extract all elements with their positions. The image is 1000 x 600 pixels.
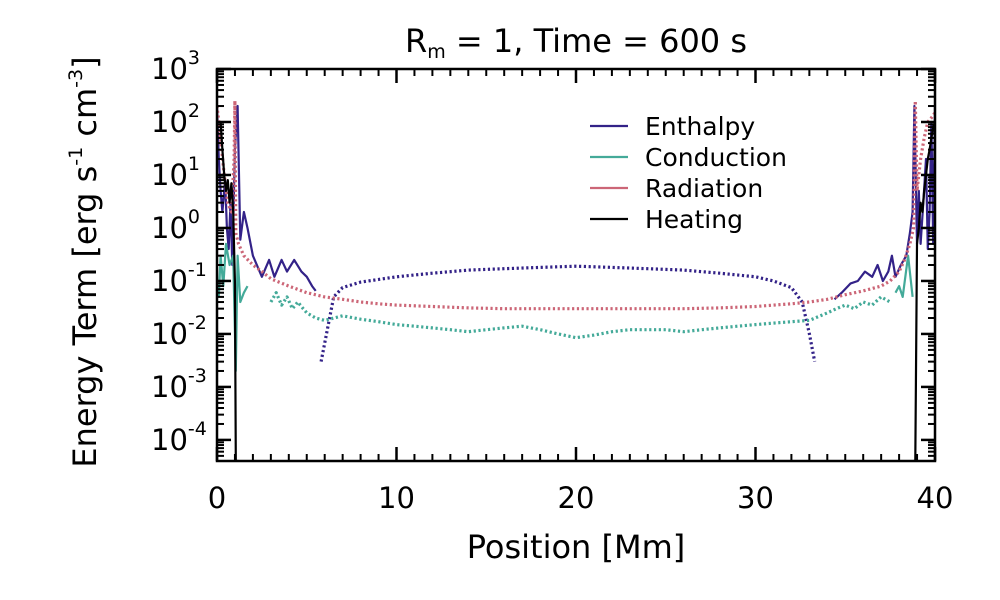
y-axis-title-prefix: Energy Term [erg s xyxy=(66,166,104,468)
enthalpy-legend-label: Enthalpy xyxy=(645,112,755,141)
y-tick-base: 10 xyxy=(151,423,188,457)
series-layer xyxy=(217,99,935,461)
y-tick-base: 10 xyxy=(151,317,188,351)
heating-series-line-2 xyxy=(913,121,935,461)
radiation-series-line-1 xyxy=(217,99,935,311)
y-tick-label: 100 xyxy=(151,206,200,245)
conduction-series-line-3 xyxy=(894,254,914,298)
y-tick-base: 10 xyxy=(151,264,188,298)
x-axis-title: Position [Mm] xyxy=(467,528,686,566)
y-tick-exponent: -2 xyxy=(188,312,207,334)
conduction-legend-label: Conduction xyxy=(645,143,787,172)
radiation-legend-label: Radiation xyxy=(645,174,763,203)
x-tick-label: 20 xyxy=(558,481,595,515)
title-subscript: m xyxy=(427,41,446,63)
y-tick-label: 103 xyxy=(151,47,200,86)
y-axis-title: Energy Term [erg s-1 cm-3] xyxy=(65,56,104,467)
y-tick-exponent: -4 xyxy=(188,418,207,440)
chart-title: Rm = 1, Time = 600 s xyxy=(405,22,747,63)
y-tick-base: 10 xyxy=(151,211,188,245)
y-axis-title-exp2: -3 xyxy=(65,69,87,88)
y-tick-exponent: 1 xyxy=(188,153,200,175)
y-tick-base: 10 xyxy=(151,370,188,404)
enthalpy-series-line-3 xyxy=(833,104,935,301)
y-axis-title-suffix: ] xyxy=(66,56,104,68)
y-tick-label: 10-1 xyxy=(151,259,207,298)
x-tick-label: 0 xyxy=(208,481,226,515)
y-tick-base: 10 xyxy=(151,105,188,139)
y-tick-label: 10-3 xyxy=(151,365,207,404)
y-tick-label: 10-2 xyxy=(151,312,207,351)
y-tick-label: 10-4 xyxy=(151,418,207,457)
y-tick-base: 10 xyxy=(151,158,188,192)
conduction-series-line-1 xyxy=(217,242,249,373)
x-tick-label: 10 xyxy=(378,481,415,515)
y-tick-exponent: 0 xyxy=(188,206,200,228)
y-tick-exponent: -3 xyxy=(188,365,207,387)
y-axis-title-exp1: -1 xyxy=(65,147,87,166)
conduction-series-line-2 xyxy=(269,291,891,340)
y-tick-label: 101 xyxy=(151,153,200,192)
heating-series-line-1 xyxy=(219,121,239,461)
y-tick-exponent: 2 xyxy=(188,100,200,122)
enthalpy-series-line-2 xyxy=(319,264,817,362)
x-tick-label: 30 xyxy=(737,481,774,515)
y-tick-base: 10 xyxy=(151,52,188,86)
y-axis-title-mid: cm xyxy=(66,88,104,147)
x-tick-label: 40 xyxy=(917,481,954,515)
heating-legend-label: Heating xyxy=(645,205,743,234)
title-rest: = 1, Time = 600 s xyxy=(446,22,747,60)
title-main: R xyxy=(405,22,427,60)
y-tick-exponent: 3 xyxy=(188,47,200,69)
y-tick-label: 102 xyxy=(151,100,200,139)
y-tick-exponent: -1 xyxy=(188,259,207,281)
